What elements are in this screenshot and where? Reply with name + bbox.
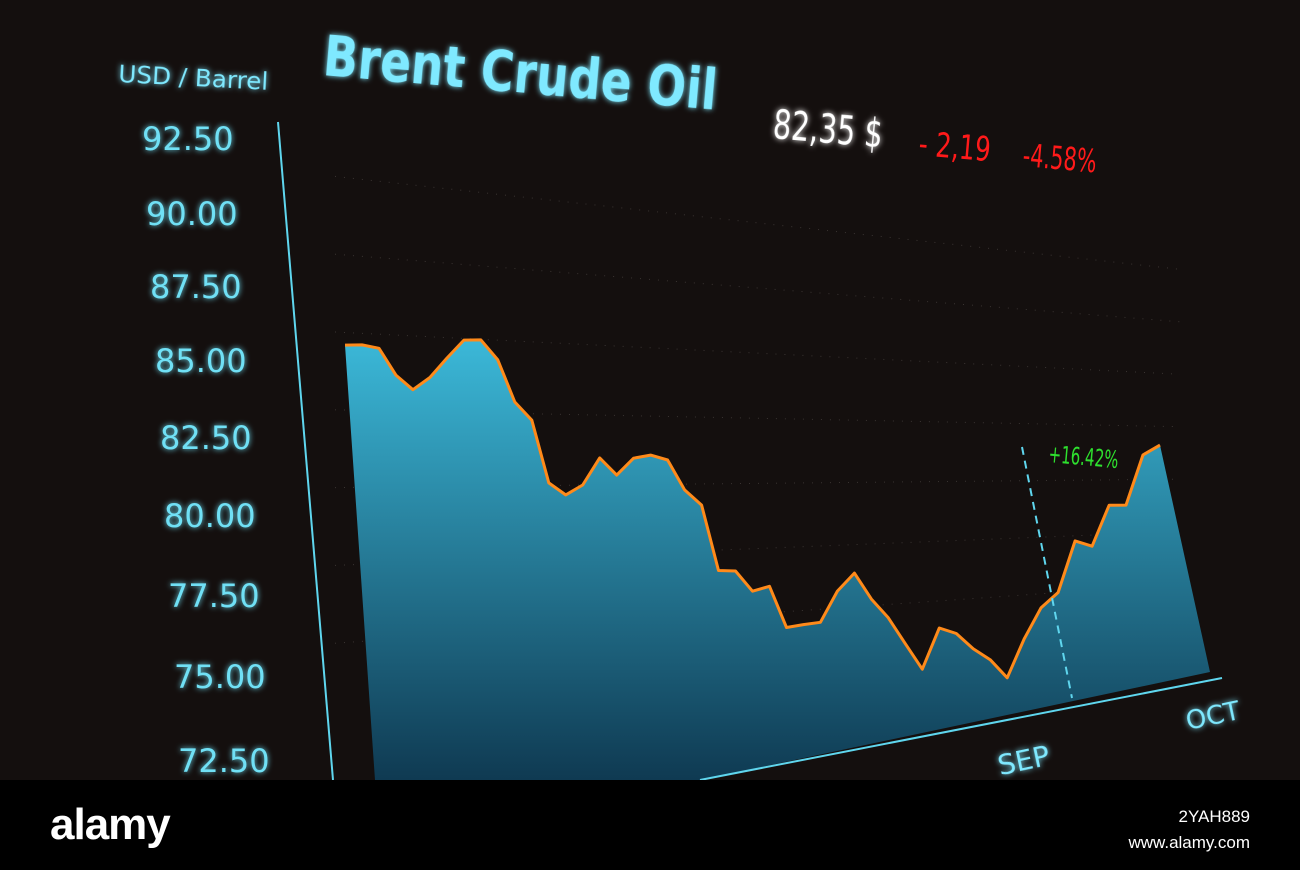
x-tick-oct: OCT (1183, 696, 1243, 737)
marker-dashed-line (1021, 446, 1073, 699)
y-tick-label: 90.00 (146, 195, 238, 233)
image-id: 2YAH889 (1178, 807, 1250, 826)
price-area (345, 339, 1210, 780)
grid-line (334, 175, 1181, 270)
y-tick-label: 87.50 (150, 268, 242, 306)
y-tick-label: 80.00 (164, 497, 256, 535)
grid-line (334, 331, 1181, 375)
x-axis-line (699, 677, 1223, 781)
y-tick-label: 77.50 (168, 577, 260, 615)
current-price: 82,35 $ (771, 102, 885, 157)
image-info: 2YAH889 www.alamy.com (1128, 804, 1250, 856)
x-tick-sep: SEP (995, 739, 1053, 782)
y-axis-line (277, 121, 334, 781)
footer-bar: alamy 2YAH889 www.alamy.com (0, 780, 1300, 870)
y-tick-label: 92.50 (142, 120, 234, 158)
y-tick-label: 85.00 (155, 342, 247, 380)
alamy-logo: alamy (50, 800, 171, 849)
chart-title: Brent Crude Oil (321, 24, 720, 123)
price-change: - 2,19 (917, 124, 992, 170)
y-tick-label: 82.50 (160, 419, 252, 457)
y-tick-label: 75.00 (174, 658, 266, 696)
y-tick-label: 72.50 (178, 742, 270, 780)
site-url: www.alamy.com (1128, 833, 1250, 852)
price-line (344, 338, 1161, 680)
gain-annotation: +16.42% (1047, 440, 1119, 474)
y-axis-label: USD / Barrel (118, 60, 269, 96)
grid-line (334, 253, 1181, 323)
price-change-percent: -4.58% (1021, 136, 1098, 180)
